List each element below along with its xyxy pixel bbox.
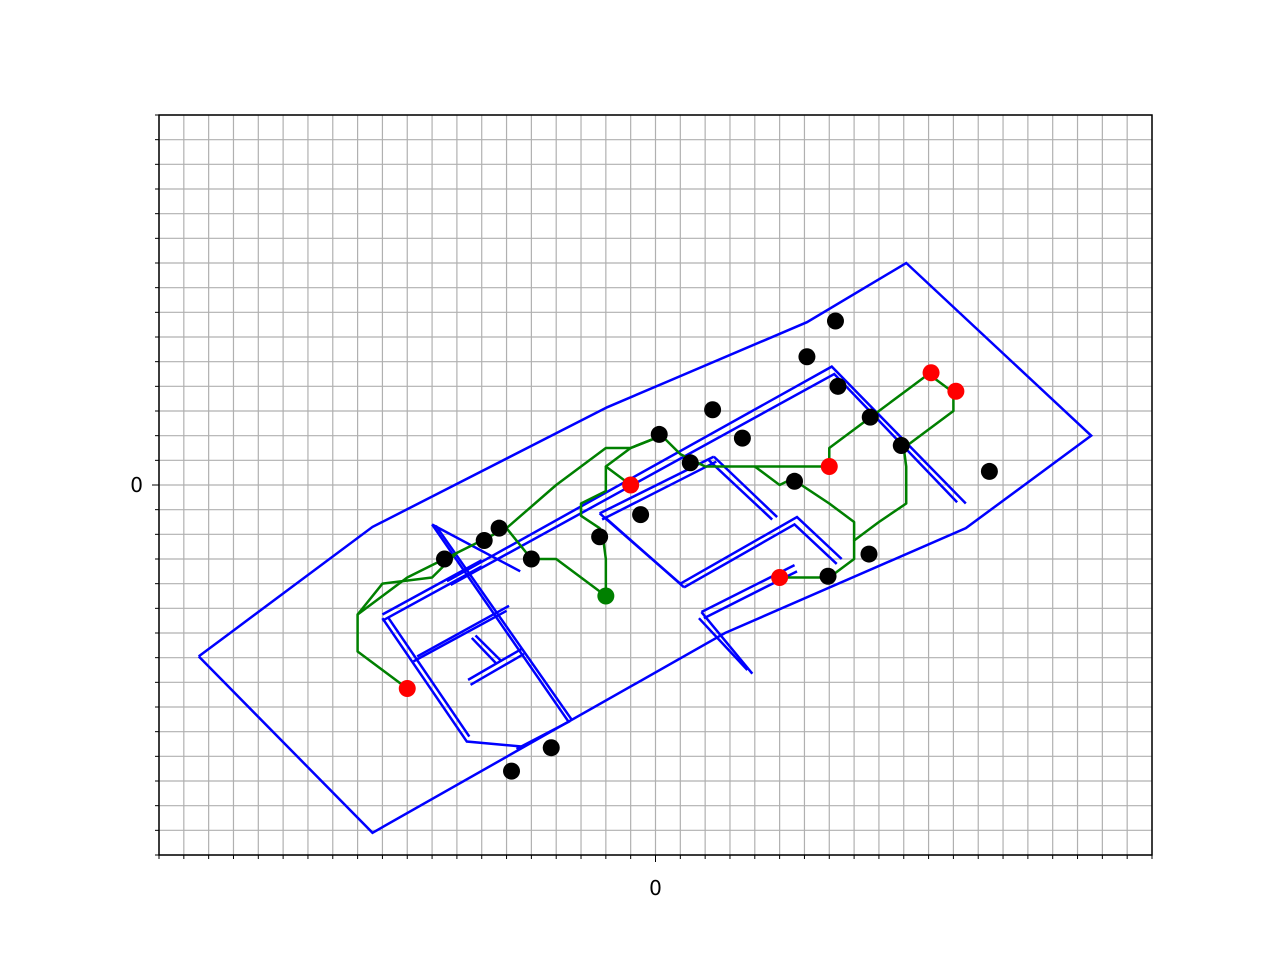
wall-segment [434, 524, 574, 722]
anchor-point [861, 408, 879, 426]
anchor-point [650, 425, 668, 443]
wall-segment [603, 516, 685, 589]
anchor-point [591, 528, 609, 546]
x-tick-label: 0 [649, 876, 662, 900]
anchor-point [786, 472, 804, 490]
wall-segment [450, 372, 959, 586]
anchor-point [860, 545, 878, 563]
wall-segment [431, 523, 571, 751]
wall-segment [601, 460, 717, 521]
wall-segment [698, 617, 749, 671]
anchor-point [892, 437, 910, 455]
anchor-point [542, 739, 560, 757]
anchor-point [826, 312, 844, 330]
axis-ticks [152, 114, 1153, 862]
route-path [505, 434, 663, 530]
route-path [754, 465, 856, 541]
anchor-point [490, 519, 508, 537]
wall-segment [683, 522, 838, 589]
target-point [947, 382, 965, 400]
floorplan-walls [197, 261, 1094, 835]
markers [398, 312, 998, 780]
wall-segment [381, 617, 522, 748]
target-point [622, 476, 640, 494]
wall-segment [474, 634, 502, 662]
anchor-point [733, 429, 751, 447]
anchor-point [829, 377, 847, 395]
target-point [922, 364, 940, 382]
target-point [771, 569, 789, 586]
wall-segment [469, 652, 525, 686]
wall-segment [467, 647, 523, 681]
anchor-point [704, 401, 722, 419]
wall-segment [700, 611, 754, 675]
wall-segment [446, 365, 967, 583]
wall-segment [431, 523, 521, 573]
anchor-point [980, 462, 998, 480]
anchor-point [475, 532, 493, 549]
wall-segment [470, 637, 498, 665]
start-point [597, 587, 615, 605]
anchor-point [435, 550, 453, 568]
anchor-point [522, 550, 540, 568]
anchor-point [681, 454, 699, 472]
target-point [820, 458, 838, 475]
wall-segment [412, 609, 508, 663]
wall-segment [708, 459, 774, 521]
wall-segment [679, 515, 843, 585]
wall-segment [387, 617, 471, 738]
y-tick-label: 0 [130, 473, 143, 497]
anchor-point [503, 762, 521, 780]
anchor-point [819, 567, 837, 585]
wall-segment [381, 565, 483, 622]
target-point [398, 680, 416, 697]
anchor-point [798, 348, 816, 366]
anchor-point [632, 506, 650, 524]
tick-labels: 00 [130, 473, 662, 900]
wall-segment [416, 604, 510, 658]
wall-segment [381, 559, 483, 616]
